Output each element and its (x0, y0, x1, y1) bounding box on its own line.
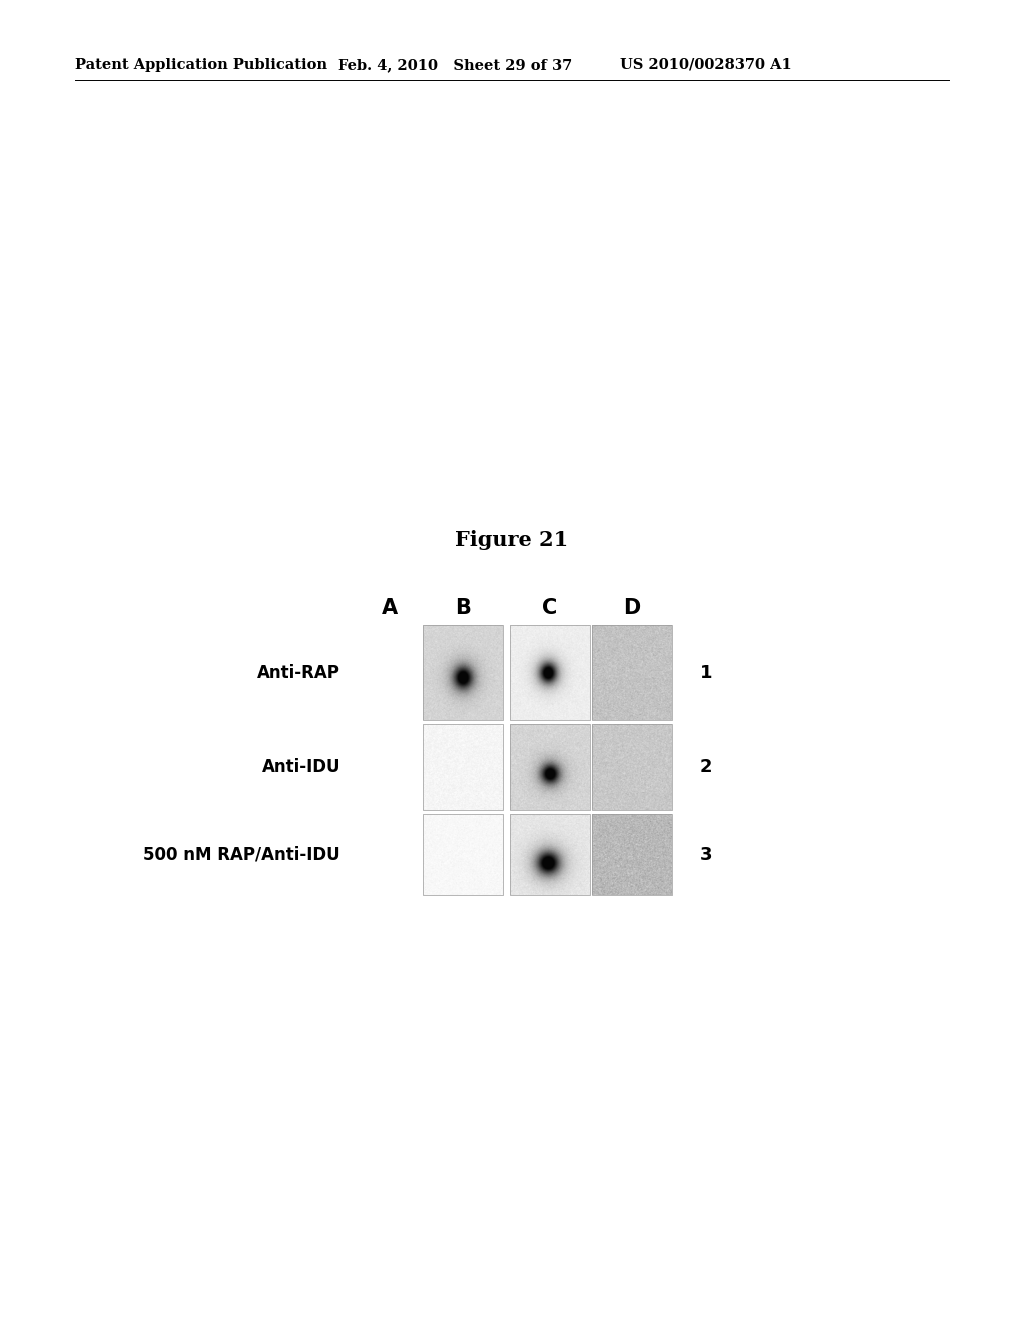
Text: D: D (624, 598, 641, 618)
Text: 1: 1 (700, 664, 713, 681)
Bar (423, 723, 503, 810)
Text: Patent Application Publication: Patent Application Publication (75, 58, 327, 73)
Bar (510, 624, 590, 719)
Text: 3: 3 (700, 846, 713, 863)
Text: C: C (543, 598, 558, 618)
Bar (423, 814, 503, 895)
Bar (592, 723, 672, 810)
Bar (423, 624, 503, 719)
Text: A: A (382, 598, 398, 618)
Text: Figure 21: Figure 21 (456, 531, 568, 550)
Text: US 2010/0028370 A1: US 2010/0028370 A1 (620, 58, 792, 73)
Text: 500 nM RAP/Anti-IDU: 500 nM RAP/Anti-IDU (143, 846, 340, 863)
Bar (592, 814, 672, 895)
Text: Anti-IDU: Anti-IDU (261, 758, 340, 776)
Bar (510, 814, 590, 895)
Text: 2: 2 (700, 758, 713, 776)
Bar (510, 723, 590, 810)
Text: Feb. 4, 2010   Sheet 29 of 37: Feb. 4, 2010 Sheet 29 of 37 (338, 58, 572, 73)
Text: B: B (455, 598, 471, 618)
Text: Anti-RAP: Anti-RAP (257, 664, 340, 681)
Bar (592, 624, 672, 719)
